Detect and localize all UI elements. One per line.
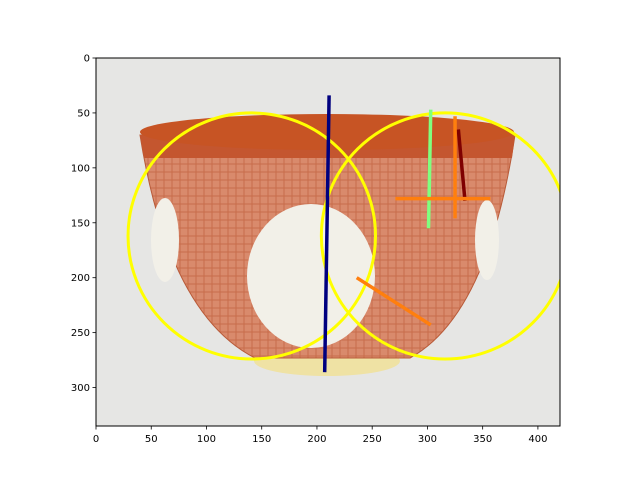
x-tick-label: 350 — [473, 434, 492, 445]
light-green-line — [426, 109, 433, 229]
x-tick-label: 250 — [363, 434, 382, 445]
x-axis: 0 50 100 150 200 250 300 350 400 — [93, 426, 547, 445]
x-tick-label: 100 — [197, 434, 216, 445]
x-tick-label: 50 — [145, 434, 158, 445]
dark-red-line — [456, 129, 467, 201]
y-tick-label: 300 — [71, 383, 90, 394]
x-tick-label: 0 — [93, 434, 99, 445]
y-tick-label: 50 — [77, 108, 90, 119]
right-circle — [319, 111, 560, 361]
y-tick-label: 250 — [71, 328, 90, 339]
x-tick-label: 200 — [307, 434, 326, 445]
x-tick-label: 150 — [252, 434, 271, 445]
axes-frame — [95, 57, 561, 427]
y-tick-label: 200 — [71, 273, 90, 284]
y-tick-label: 150 — [71, 218, 90, 229]
bowl-medallion — [247, 204, 375, 348]
bowl-medallion-right — [475, 200, 499, 280]
y-axis: 0 50 100 150 200 250 300 — [71, 54, 96, 394]
annotation-layer — [126, 95, 560, 373]
left-circle — [126, 111, 378, 361]
x-tick-label: 300 — [418, 434, 437, 445]
y-tick-label: 100 — [71, 163, 90, 174]
navy-line — [322, 95, 331, 373]
plot-area — [96, 58, 560, 426]
bowl-medallion-left — [151, 198, 179, 282]
x-tick-label: 400 — [528, 434, 547, 445]
orange-diagonal-line — [355, 276, 432, 327]
y-tick-label: 0 — [84, 54, 90, 65]
